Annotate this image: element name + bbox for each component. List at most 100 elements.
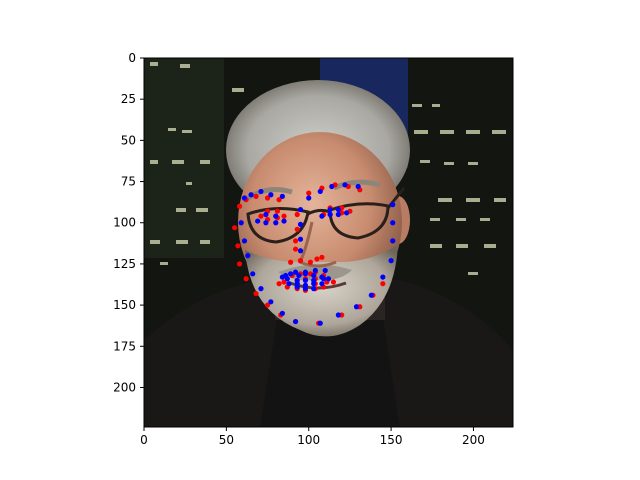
background-photo — [144, 58, 513, 427]
y-tick-label: 100 — [113, 216, 136, 230]
data-point — [307, 259, 313, 265]
data-point — [380, 274, 386, 280]
data-point — [284, 276, 290, 282]
data-point — [319, 254, 325, 260]
data-point — [390, 220, 396, 226]
data-point — [264, 302, 271, 308]
data-point — [248, 192, 254, 198]
data-point — [286, 281, 292, 287]
x-tick-label: 0 — [140, 433, 148, 447]
data-point — [355, 183, 361, 190]
data-point — [302, 277, 309, 283]
data-point — [311, 281, 317, 287]
y-tick-label: 200 — [113, 380, 136, 394]
x-tick-label: 200 — [462, 433, 485, 447]
data-point — [292, 318, 299, 325]
data-point — [281, 213, 287, 219]
data-point — [319, 213, 325, 219]
y-tick-label: 150 — [113, 298, 136, 312]
data-point — [317, 320, 323, 326]
data-point — [274, 208, 281, 214]
data-point — [325, 276, 332, 282]
data-point — [245, 253, 251, 259]
data-point — [241, 238, 248, 244]
landmark-points — [232, 182, 396, 326]
data-point — [263, 211, 269, 218]
data-point — [281, 279, 287, 285]
data-point — [276, 281, 282, 287]
data-point — [327, 211, 333, 218]
data-point — [238, 220, 244, 226]
data-point — [312, 267, 318, 274]
data-point — [317, 188, 323, 195]
data-point — [380, 281, 386, 287]
y-axis-ticks: 0 25 50 75 100 125 150 175 200 — [113, 51, 144, 394]
data-point — [294, 226, 300, 232]
data-point — [306, 190, 312, 196]
data-point — [368, 292, 374, 298]
data-point — [232, 225, 238, 231]
data-point — [268, 192, 274, 198]
series-1 — [238, 182, 396, 326]
data-point — [297, 258, 304, 264]
data-point — [264, 195, 271, 201]
data-point — [279, 193, 285, 199]
data-point — [253, 290, 259, 297]
data-point — [335, 211, 341, 218]
data-point — [236, 203, 243, 209]
data-point — [296, 272, 302, 279]
data-point — [258, 286, 264, 292]
data-point — [294, 281, 300, 287]
data-point — [250, 271, 256, 277]
data-point — [273, 213, 279, 219]
x-axis-ticks: 0 50 100 150 200 — [140, 427, 485, 447]
y-tick-label: 75 — [121, 175, 136, 189]
data-point — [294, 211, 300, 218]
data-point — [335, 206, 341, 213]
data-point — [235, 243, 241, 249]
data-point — [297, 248, 304, 254]
data-point — [297, 221, 304, 227]
data-point — [388, 258, 394, 264]
data-point — [236, 261, 243, 267]
data-point — [297, 206, 304, 213]
data-point — [292, 246, 299, 252]
data-point — [330, 279, 337, 285]
data-point — [292, 238, 299, 244]
data-point — [241, 195, 248, 201]
data-point — [292, 269, 299, 275]
data-point — [353, 304, 360, 310]
data-point — [306, 195, 312, 201]
data-point — [314, 256, 320, 262]
y-tick-label: 175 — [113, 339, 136, 353]
data-point — [268, 299, 274, 305]
data-point — [273, 220, 279, 226]
axes-frame — [143, 57, 514, 428]
y-tick-label: 25 — [121, 92, 136, 106]
x-tick-label: 100 — [297, 433, 320, 447]
data-point — [322, 267, 328, 274]
y-tick-label: 125 — [113, 257, 136, 271]
data-point — [255, 218, 261, 224]
data-point — [297, 236, 304, 242]
data-point — [311, 286, 317, 292]
data-point — [342, 182, 348, 188]
data-point — [329, 183, 335, 190]
data-point — [263, 220, 269, 226]
data-point — [253, 193, 259, 199]
data-point — [302, 271, 309, 277]
data-point — [319, 281, 325, 287]
data-point — [390, 202, 396, 208]
data-point — [281, 218, 287, 224]
data-point — [276, 197, 282, 203]
data-point — [311, 272, 317, 279]
data-point — [327, 206, 333, 213]
data-point — [335, 312, 341, 318]
data-point — [279, 274, 285, 280]
data-point — [320, 276, 327, 282]
y-tick-label: 0 — [128, 51, 136, 65]
data-point — [279, 310, 285, 316]
x-tick-label: 150 — [380, 433, 403, 447]
data-point — [344, 210, 350, 216]
